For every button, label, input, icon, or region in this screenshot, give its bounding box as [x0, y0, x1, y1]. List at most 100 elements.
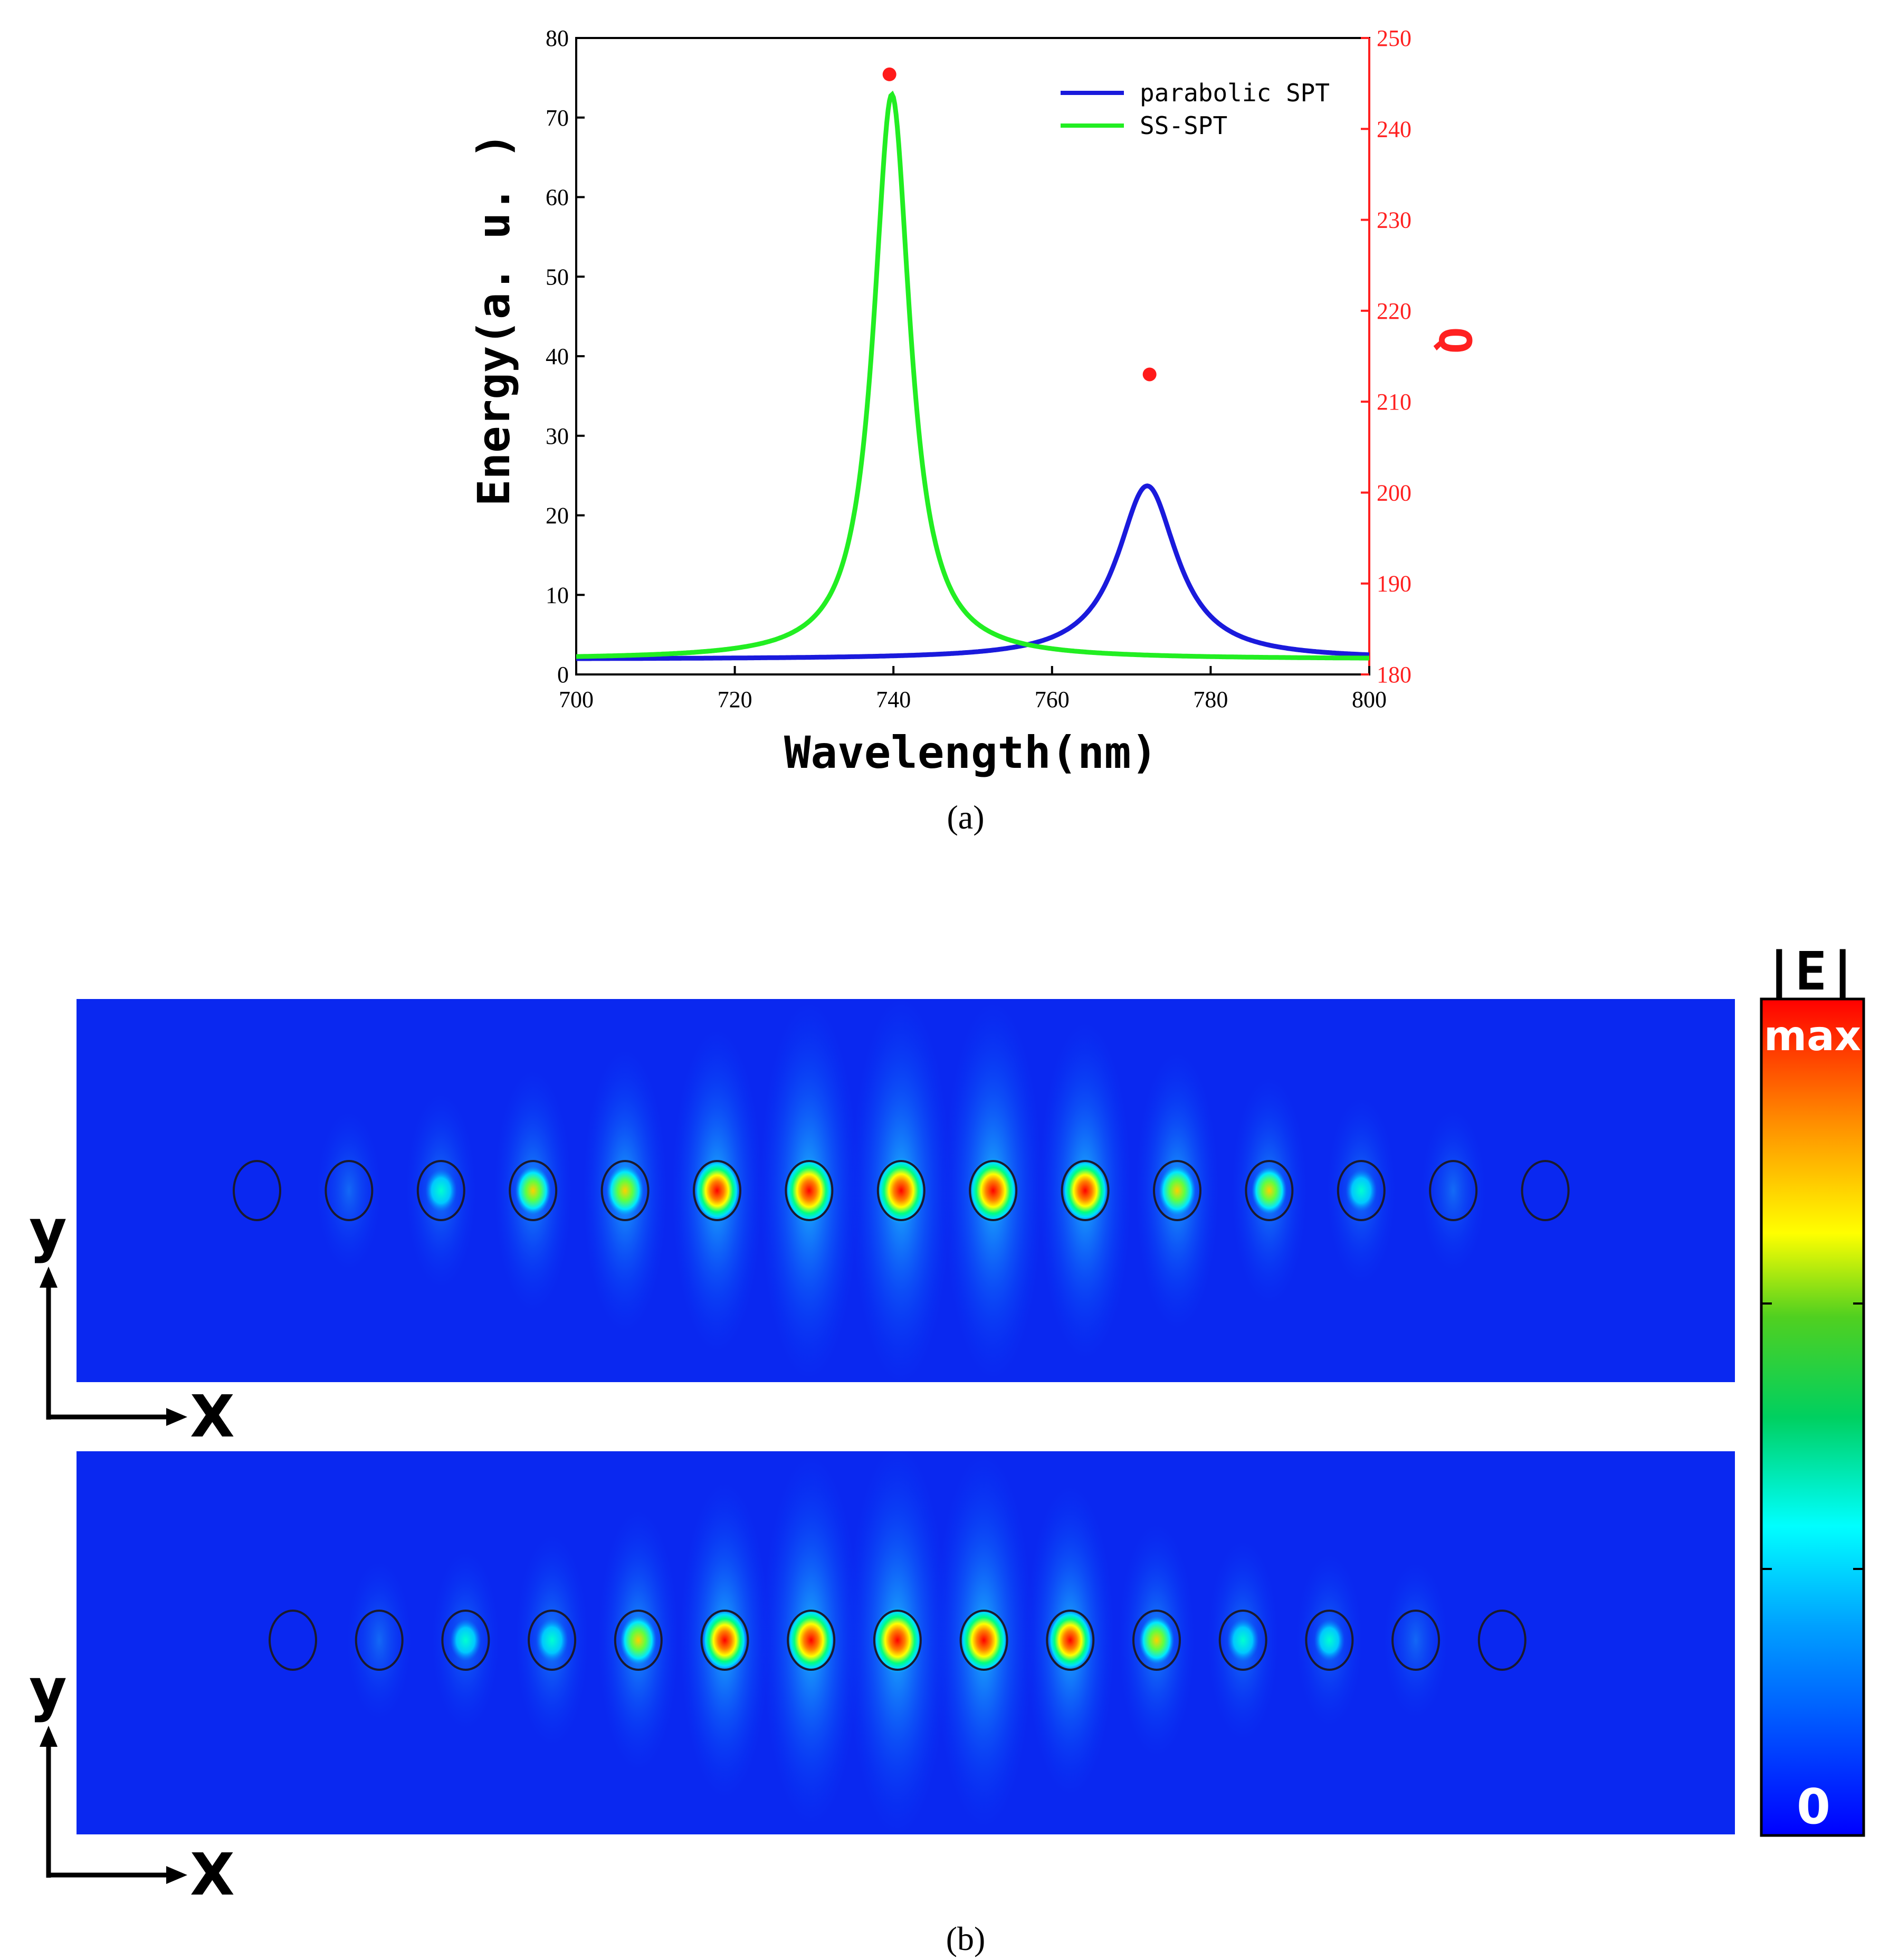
- field-hotspot: [876, 1157, 926, 1224]
- hole-outline: [1132, 1610, 1181, 1671]
- chart-a: 700 720 740 760 780 800 0 10 20 30 40 50 60 70 80 180…: [468, 25, 1481, 836]
- field-hotspot: [959, 1607, 1008, 1673]
- field-hotspot: [1346, 1169, 1377, 1212]
- field-hotspot: [425, 1169, 457, 1212]
- x-tick-label: 760: [1035, 687, 1070, 712]
- hole-outline: [441, 1610, 490, 1671]
- field-hotspot: [536, 1618, 568, 1662]
- hole-outline: [693, 1160, 741, 1221]
- colorbar-min-label: 0: [1797, 1778, 1830, 1835]
- caption-a: (a): [947, 798, 984, 836]
- colorbar: |E| max 0: [1760, 940, 1865, 1837]
- hole-outline: [1218, 1610, 1267, 1671]
- y2-tick-label: 210: [1377, 389, 1411, 415]
- field-hotspot: [1159, 1166, 1196, 1215]
- axis-x-letter: X: [190, 1383, 235, 1450]
- field-hotspot: [620, 1615, 657, 1665]
- y-axis-label: Energy(a. u. ): [468, 132, 520, 506]
- x-tick-label: 700: [559, 687, 594, 712]
- field-hotspot: [515, 1166, 551, 1215]
- colorbar-gradient: [1760, 997, 1865, 1837]
- y2-tick-label: 180: [1377, 662, 1411, 688]
- y2-tick-label: 240: [1377, 116, 1411, 142]
- y-axis-ticks: 0 10 20 30 40 50 60 70 80: [546, 25, 585, 688]
- y-tick-label: 70: [546, 105, 569, 131]
- hole-outline: [785, 1160, 834, 1221]
- colorbar-max-label: max: [1764, 1013, 1861, 1060]
- hole-outline: [1046, 1610, 1095, 1671]
- legend-label-ss-spt: SS-SPT: [1140, 111, 1227, 140]
- q-point: [882, 67, 896, 81]
- axis-indicator-2: y X: [29, 1656, 235, 1908]
- y2-tick-label: 190: [1377, 571, 1411, 597]
- hole-outline: [1521, 1160, 1570, 1221]
- legend-label-parabolic-spt: parabolic SPT: [1140, 79, 1330, 107]
- hole-outline: [787, 1610, 836, 1671]
- x-tick-label: 720: [718, 687, 752, 712]
- field-hotspot: [1139, 1616, 1175, 1664]
- hole-outline: [269, 1610, 317, 1671]
- plot-frame: [575, 37, 1370, 675]
- hole-outline: [873, 1610, 922, 1671]
- y-tick-label: 20: [546, 503, 569, 529]
- chart-b: y X y X |E| max 0 (b): [29, 940, 1865, 1957]
- hole-outline: [700, 1610, 749, 1671]
- field-map-1: [77, 999, 1735, 1382]
- x-axis-ticks: 700 720 740 760 780 800: [559, 666, 1387, 712]
- hole-outline: [1061, 1160, 1110, 1221]
- hole-outline: [1153, 1160, 1201, 1221]
- hole-outline: [355, 1610, 404, 1671]
- q-point: [1142, 367, 1157, 382]
- y2-axis-label: Q: [1429, 327, 1481, 354]
- hole-outline: [1477, 1610, 1527, 1671]
- y-tick-label: 60: [546, 185, 569, 211]
- hole-outline: [233, 1160, 281, 1221]
- x-tick-label: 780: [1193, 687, 1228, 712]
- hole-outline: [1245, 1160, 1294, 1221]
- hole-outline: [600, 1160, 650, 1221]
- field-hotspot: [606, 1165, 644, 1216]
- legend: parabolic SPT SS-SPT: [1061, 79, 1330, 140]
- field-hotspot: [873, 1607, 922, 1673]
- y2-tick-label: 250: [1377, 25, 1411, 51]
- series-line-ss-spt: [576, 90, 1369, 661]
- field-hotspot: [1314, 1619, 1345, 1661]
- y2-tick-label: 230: [1377, 207, 1411, 233]
- y-tick-label: 30: [546, 423, 569, 449]
- y-arrow-icon: [40, 1267, 58, 1288]
- field-lobe: [1420, 1108, 1486, 1273]
- hole-outline: [528, 1610, 577, 1671]
- caption-b: (b): [946, 1920, 986, 1957]
- y-tick-label: 0: [557, 662, 569, 688]
- q-points: [882, 67, 1157, 382]
- y2-tick-label: 200: [1377, 480, 1411, 506]
- hole-outline: [1337, 1160, 1386, 1221]
- field-hotspot: [785, 1158, 834, 1223]
- field-hotspot: [694, 1159, 740, 1222]
- axis-y-letter: y: [29, 1656, 67, 1724]
- y-tick-label: 40: [546, 344, 569, 369]
- x-arrow-icon: [166, 1408, 187, 1426]
- axis-x-letter: X: [190, 1841, 235, 1908]
- field-map-2: [77, 1451, 1735, 1834]
- field-hotspot: [787, 1607, 835, 1673]
- x-tick-label: 740: [876, 687, 911, 712]
- y-tick-label: 50: [546, 264, 569, 290]
- axis-indicator-1: y X: [29, 1197, 235, 1450]
- field-hotspot: [1227, 1619, 1259, 1662]
- field-hotspot: [1252, 1167, 1287, 1214]
- series-line-parabolic-spt: [576, 483, 1369, 661]
- x-arrow-icon: [166, 1866, 187, 1884]
- field-hotspot: [969, 1158, 1018, 1223]
- y-arrow-icon: [40, 1726, 58, 1747]
- y2-axis-ticks: 180 190 200 210 220 230 240 250: [1361, 25, 1411, 688]
- y2-tick-label: 220: [1377, 298, 1411, 324]
- field-hotspot: [450, 1619, 481, 1661]
- hole-outline: [959, 1610, 1008, 1671]
- field-hotspot: [702, 1610, 748, 1671]
- colorbar-title: |E|: [1763, 940, 1859, 1002]
- field-lobe: [1383, 1561, 1448, 1720]
- hole-outline: [614, 1610, 663, 1671]
- hole-outline: [969, 1160, 1018, 1221]
